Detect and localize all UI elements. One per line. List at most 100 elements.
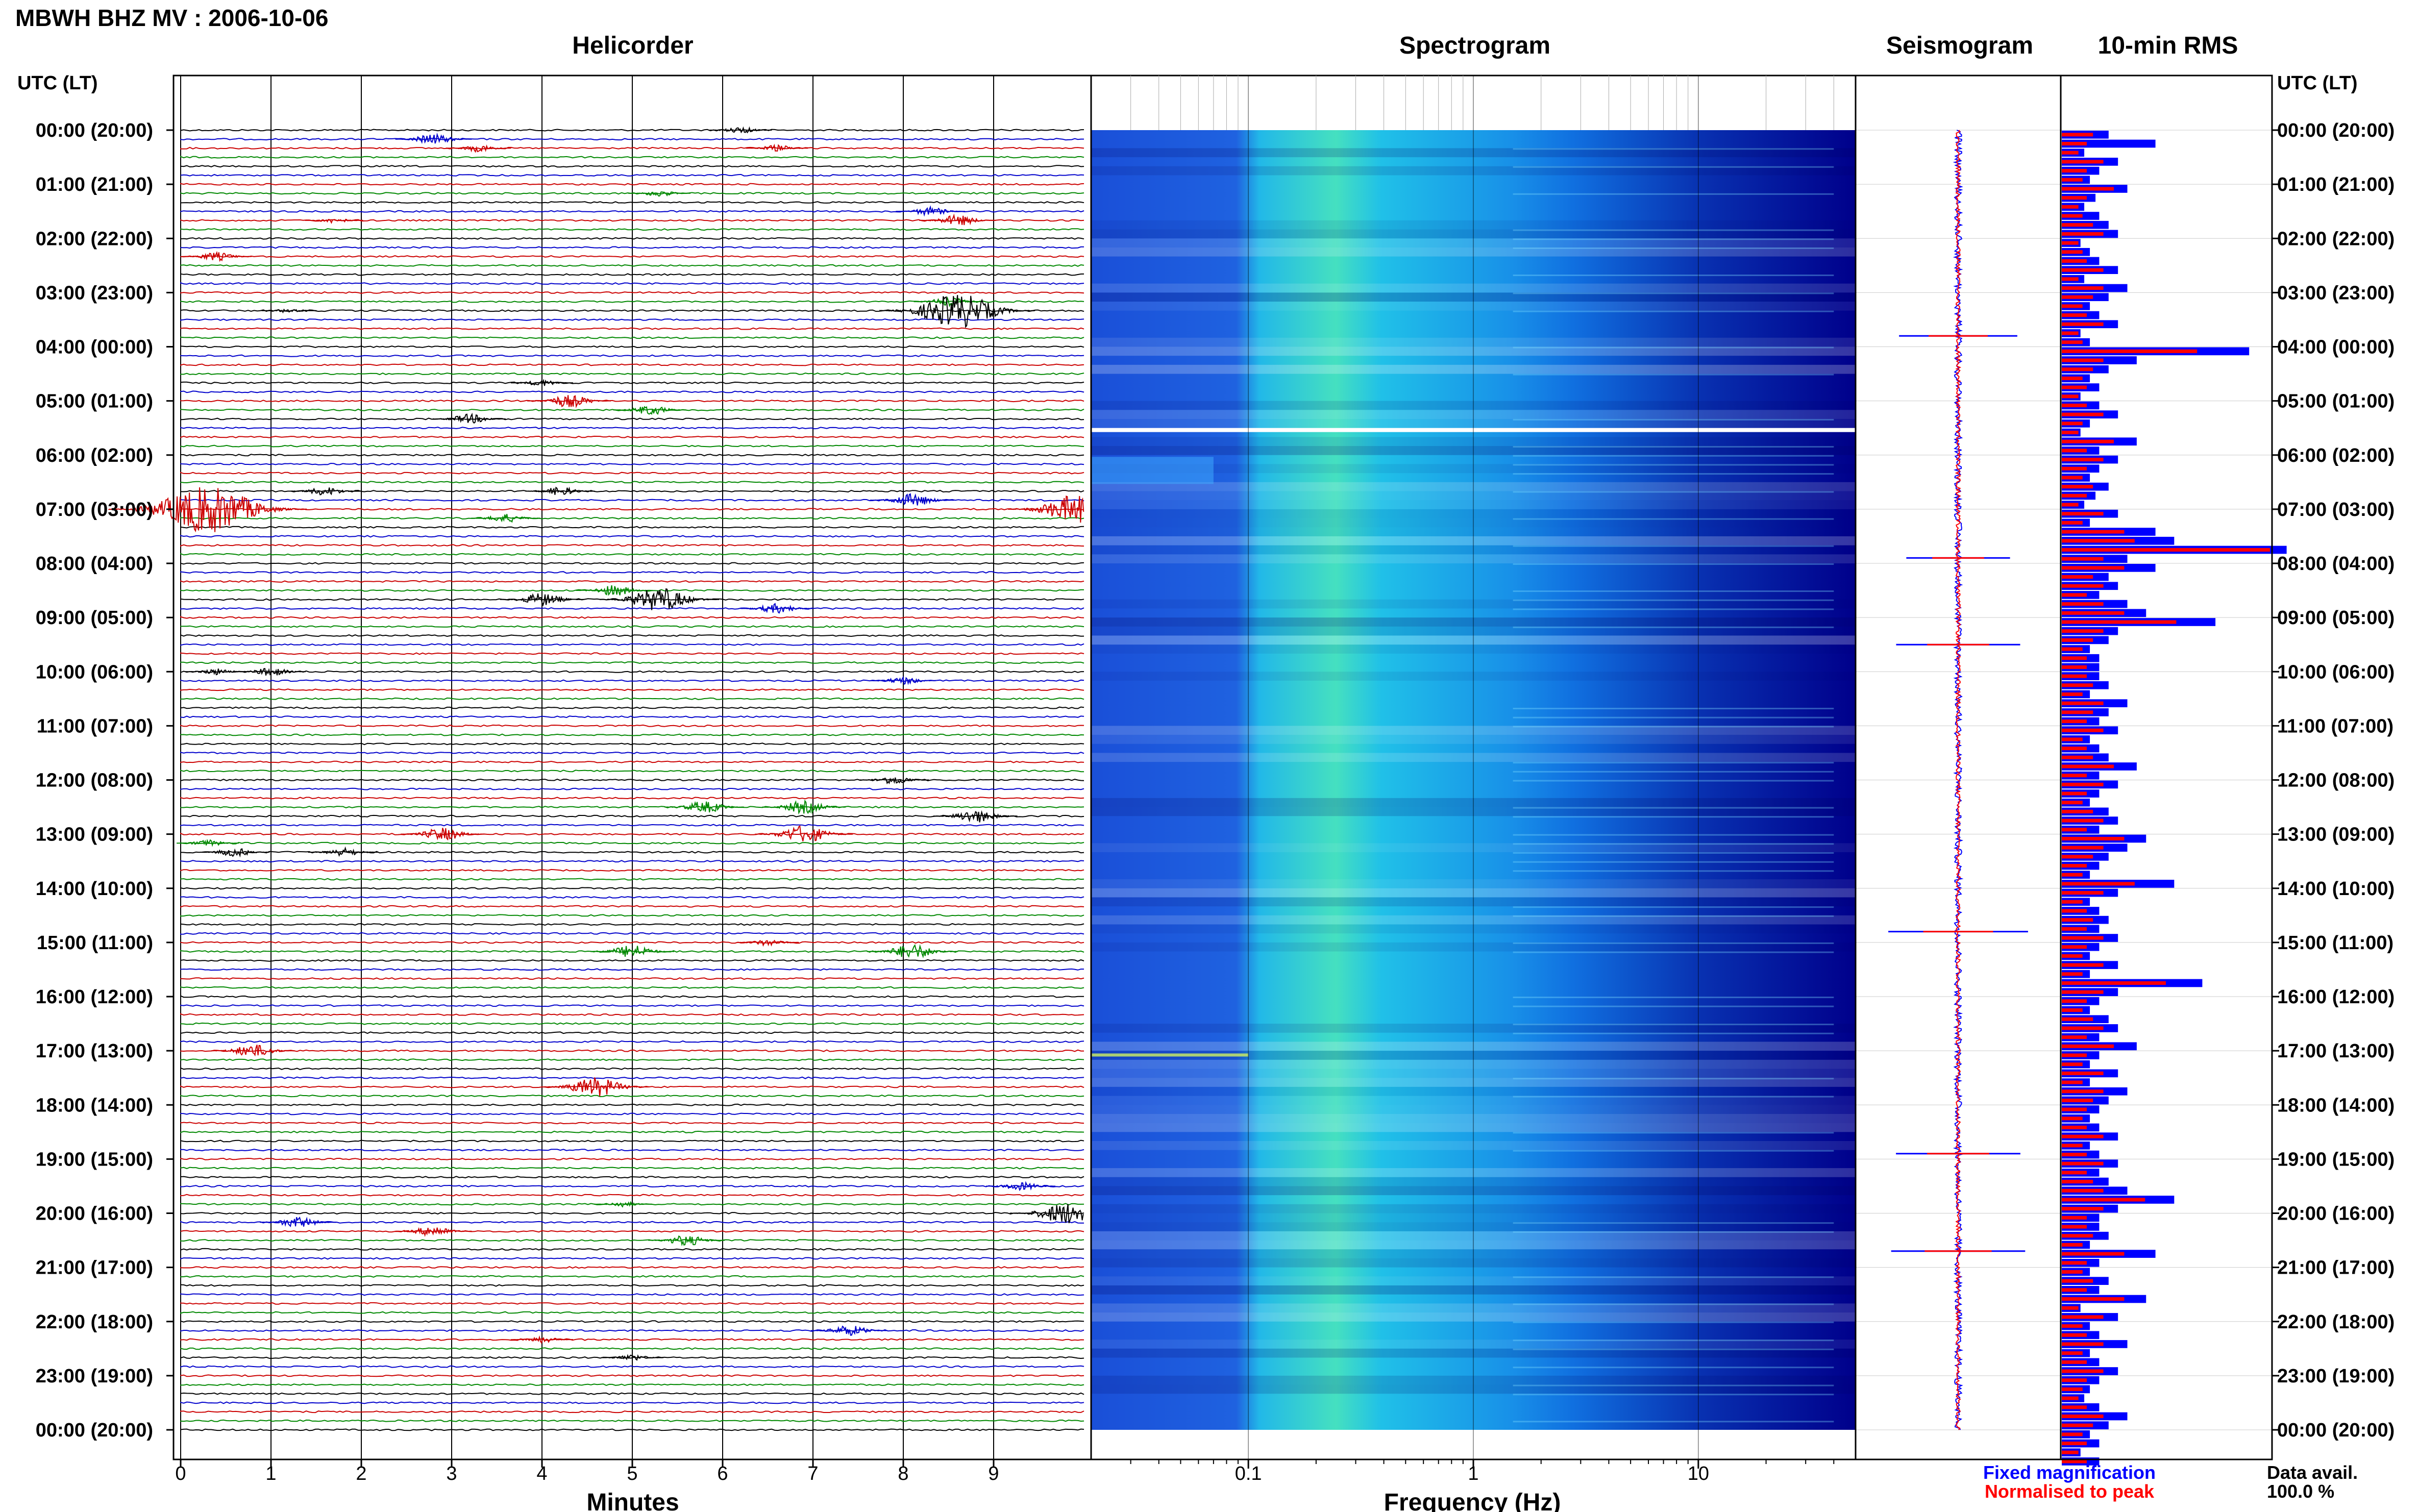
- helicorder-trace: [180, 625, 1084, 628]
- helicorder-trace: [180, 968, 1084, 971]
- hour-label-left: 16:00 (12:00): [36, 986, 153, 1008]
- hour-label-left: 20:00 (16:00): [36, 1203, 153, 1225]
- rms-bar-normalised: [2062, 900, 2083, 904]
- spectrogram-streak: [1513, 906, 1834, 908]
- helicorder-trace: [180, 1239, 1084, 1242]
- spectrogram-streak: [1513, 446, 1834, 448]
- rms-bar-normalised: [2062, 683, 2093, 687]
- helicorder-trace: [180, 1230, 1084, 1233]
- rms-bar-normalised: [2062, 1180, 2093, 1184]
- rms-bar-normalised: [2062, 530, 2125, 534]
- rms-bar-normalised: [2062, 466, 2087, 470]
- helicorder-trace: [180, 363, 1084, 366]
- helicorder-trace: [180, 715, 1084, 718]
- helicorder-event: [745, 143, 808, 152]
- rms-bar-normalised: [2062, 503, 2079, 507]
- rms-bar-normalised: [2062, 674, 2087, 678]
- hour-label-left: 04:00 (00:00): [36, 337, 153, 358]
- minute-tick-label: 1: [265, 1463, 276, 1484]
- minute-tick-label: 0: [175, 1463, 186, 1484]
- rms-bar-normalised: [2062, 557, 2104, 561]
- rms-bar-normalised: [2062, 1062, 2083, 1067]
- rms-bar-normalised: [2062, 520, 2083, 525]
- spectrogram-streak: [1513, 951, 1834, 953]
- rms-bar-normalised: [2062, 160, 2104, 164]
- hour-label-right: 17:00 (13:00): [2277, 1040, 2395, 1062]
- helicorder-traces: [108, 126, 1084, 1431]
- helicorder-event: [590, 946, 675, 957]
- rms-bar-normalised: [2062, 1414, 2104, 1419]
- rms-bar-normalised: [2062, 954, 2083, 958]
- rms-bar-normalised: [2062, 620, 2177, 624]
- helicorder-trace: [180, 1428, 1084, 1431]
- rms-bar-normalised: [2062, 584, 2104, 588]
- helicorder-trace: [180, 282, 1084, 285]
- spectrogram-streak: [1513, 599, 1834, 601]
- rms-bar-normalised: [2062, 1107, 2087, 1111]
- rms-bar-normalised: [2062, 187, 2114, 191]
- helicorder-trace: [180, 1176, 1084, 1179]
- spectrogram-streak: [1513, 1321, 1834, 1323]
- rms-bar-normalised: [2062, 1432, 2083, 1436]
- helicorder-trace: [180, 454, 1084, 457]
- rms-bar-normalised: [2062, 629, 2104, 633]
- rms-bar-normalised: [2062, 728, 2104, 732]
- helicorder-event: [664, 801, 745, 813]
- helicorder-panel: [180, 76, 994, 1459]
- minute-tick-label: 8: [898, 1463, 908, 1484]
- rms-bar-normalised: [2062, 458, 2104, 462]
- helicorder-trace: [180, 183, 1084, 186]
- hour-label-left: 00:00 (20:00): [36, 120, 153, 141]
- helicorder-trace: [180, 643, 1084, 646]
- helicorder-trace: [180, 941, 1084, 944]
- helicorder-trace: [180, 435, 1084, 439]
- hour-label-right: 15:00 (11:00): [2277, 932, 2393, 954]
- hour-label-left: 02:00 (22:00): [36, 228, 153, 250]
- helicorder-event: [870, 676, 936, 685]
- helicorder-event: [200, 848, 270, 858]
- spectrogram-streak: [1513, 1367, 1834, 1369]
- helicorder-event: [236, 667, 306, 676]
- helicorder-event: [870, 493, 954, 506]
- helicorder-trace: [180, 1221, 1084, 1224]
- spectrogram-title: Spectrogram: [1399, 32, 1551, 59]
- rms-frame: [2060, 75, 2273, 1460]
- helicorder-trace: [180, 1320, 1084, 1323]
- rms-bar-normalised: [2062, 1125, 2087, 1130]
- helicorder-trace: [180, 1356, 1084, 1359]
- spectrogram-streak: [1513, 491, 1834, 493]
- hour-label-right: 19:00 (15:00): [2277, 1149, 2395, 1170]
- hour-label-right: 10:00 (06:00): [2277, 661, 2395, 683]
- rms-bar-normalised: [2062, 331, 2079, 335]
- spectrogram-streak: [1513, 726, 1834, 728]
- minute-tick-label: 3: [446, 1463, 457, 1484]
- helicorder-event: [761, 799, 846, 815]
- rms-bar-normalised: [2062, 972, 2083, 976]
- rms-bar-normalised: [2062, 846, 2104, 850]
- legend-fixed-magnification: Fixed magnification: [1983, 1462, 2156, 1483]
- rms-bar-normalised: [2062, 1279, 2093, 1283]
- hour-label-right: 06:00 (02:00): [2277, 445, 2395, 466]
- seismogram-title: Seismogram: [1886, 32, 2034, 59]
- rms-bar-normalised: [2062, 1008, 2083, 1012]
- hour-label-left: 09:00 (05:00): [36, 607, 153, 629]
- rms-bar-normalised: [2062, 412, 2104, 416]
- spectrogram-streak: [1513, 563, 1834, 565]
- helicorder-trace: [180, 381, 1084, 384]
- helicorder-trace: [180, 1112, 1084, 1116]
- helicorder-trace: [180, 481, 1084, 484]
- spectrogram-streak: [1513, 166, 1834, 168]
- helicorder-trace: [180, 977, 1084, 980]
- helicorder-trace: [180, 1374, 1084, 1377]
- rms-bar-normalised: [2062, 1369, 2104, 1373]
- hour-label-left: 23:00 (19:00): [36, 1366, 153, 1387]
- helicorder-trace: [180, 201, 1084, 204]
- helicorder-trace: [180, 462, 1084, 465]
- spectrogram-streak: [1513, 608, 1834, 610]
- helicorder-trace: [180, 1040, 1084, 1043]
- helicorder-event: [511, 379, 573, 386]
- rms-bar-normalised: [2062, 476, 2083, 480]
- spectrogram-streak: [1513, 1132, 1834, 1134]
- rms-bar-normalised: [2062, 593, 2087, 597]
- helicorder-trace: [180, 1410, 1084, 1414]
